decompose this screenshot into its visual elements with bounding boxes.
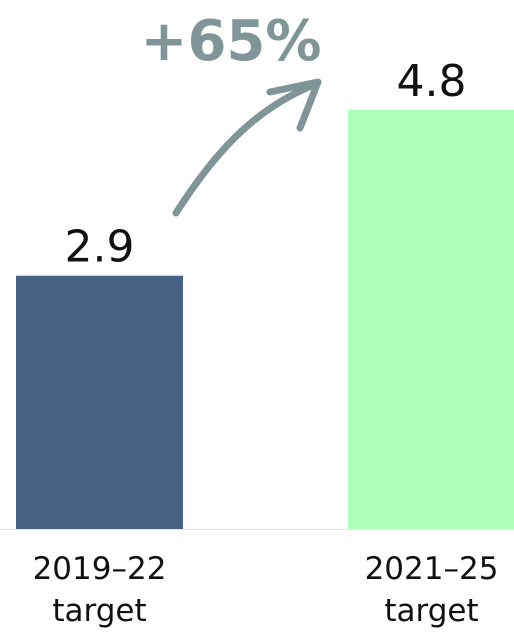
growth-arrow xyxy=(172,80,320,217)
arrow-head xyxy=(266,78,322,132)
x-tick-label: 2019–22 target xyxy=(32,551,167,629)
bar xyxy=(348,109,514,530)
value-label: 4.8 xyxy=(397,56,467,107)
value-label: 2.9 xyxy=(65,222,135,273)
bar xyxy=(16,275,183,529)
annotation: +65% xyxy=(141,9,322,74)
x-tick-label: 2021–25 target xyxy=(364,551,499,629)
